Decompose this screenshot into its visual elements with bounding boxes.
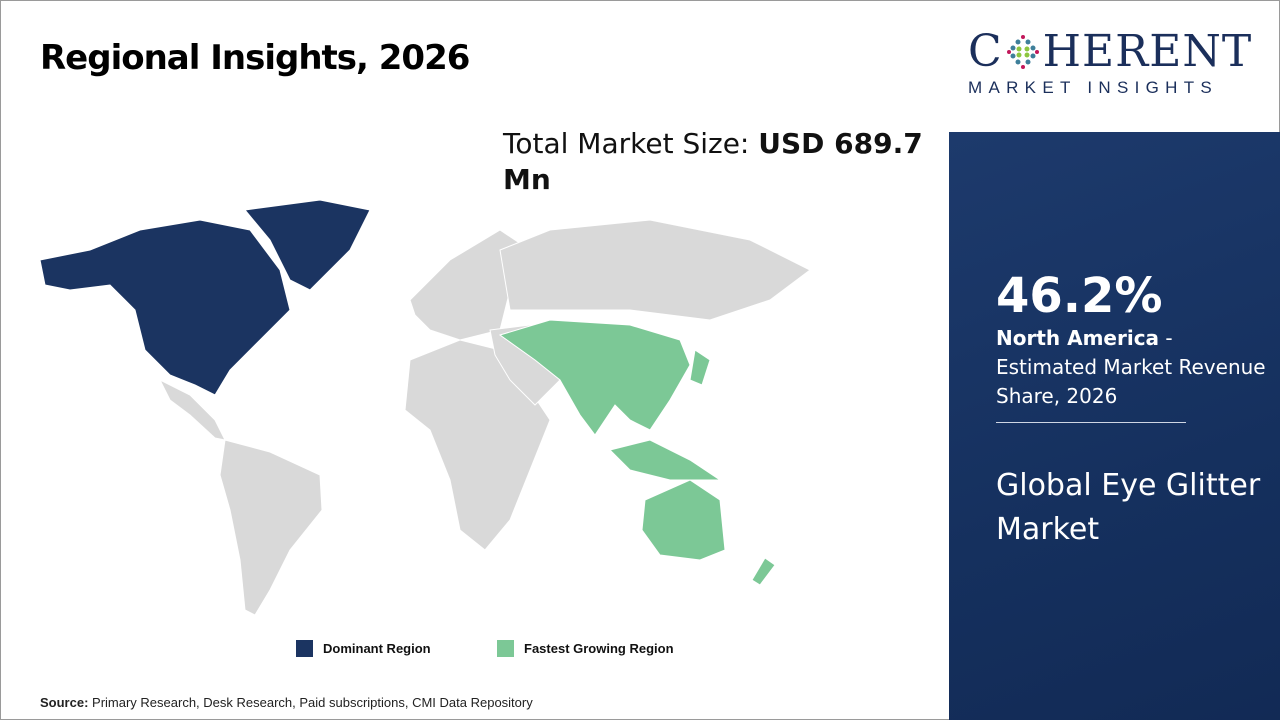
legend-swatch-dominant [296,640,313,657]
region-new-zealand [751,557,776,586]
logo-c: C [968,26,1003,77]
region-greenland [244,199,371,291]
total-market-label: Total Market Size: [503,127,759,160]
region-russia [499,219,811,321]
region-central-america [158,378,226,441]
region-asia-pacific [498,319,691,436]
legend-dominant: Dominant Region [296,640,431,657]
share-region: North America [996,326,1160,350]
region-southeast-asia [609,439,722,481]
share-desc-text: - Estimated Market Revenue Share, 2026 [996,326,1266,408]
logo-herent: HERENT [1042,26,1253,77]
source-note: Source: Primary Research, Desk Research,… [40,695,533,710]
sidebar-panel [949,132,1280,720]
region-japan [689,349,711,386]
page-title: Regional Insights, 2026 [40,38,470,78]
legend-fastest: Fastest Growing Region [497,640,674,657]
total-market-size: Total Market Size: USD 689.7 Mn [503,126,923,198]
share-percentage: 46.2% [996,268,1163,324]
region-australia [641,479,726,561]
source-text: Primary Research, Desk Research, Paid su… [88,695,533,710]
region-europe [409,229,531,341]
source-label: Source: [40,695,89,710]
total-market-value: USD 689.7 Mn [503,127,923,196]
company-logo: C HERENT MARKET INSIGHTS [968,30,1268,98]
legend-label-dominant: Dominant Region [323,641,431,656]
logo-subtitle: MARKET INSIGHTS [968,78,1219,97]
legend-swatch-fastest [497,640,514,657]
legend-label-fastest: Fastest Growing Region [524,641,674,656]
region-south-america [219,439,323,616]
world-map [39,199,811,616]
market-name: Global Eye Glitter Market [996,468,1261,547]
globe-dots-icon [1006,35,1039,69]
share-description: North America - Estimated Market Revenue… [996,324,1266,411]
region-north-america [39,219,291,396]
divider [996,422,1186,423]
